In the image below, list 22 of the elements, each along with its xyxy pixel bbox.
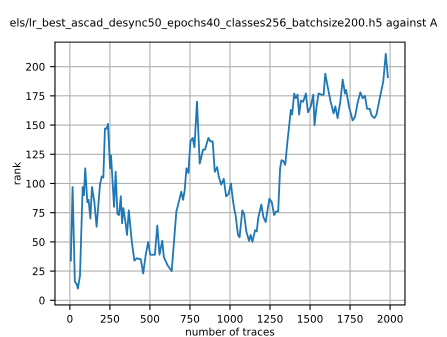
y-tick-label: 150 xyxy=(26,121,45,130)
x-tick-label: 2000 xyxy=(378,314,403,323)
y-tick-label: 200 xyxy=(26,62,45,71)
x-tick-label: 1000 xyxy=(218,314,243,323)
x-tick-label: 1250 xyxy=(258,314,283,323)
y-tick-label: 100 xyxy=(26,180,45,188)
line-series xyxy=(70,52,389,290)
x-tick-label: 250 xyxy=(100,314,120,323)
x-axis-title: number of traces xyxy=(186,328,274,336)
y-tick-label: 75 xyxy=(32,209,44,217)
x-tick-label: 500 xyxy=(140,314,160,323)
y-tick-label: 125 xyxy=(26,150,44,158)
y-tick-label: 50 xyxy=(32,238,45,246)
chart-title: els/lr_best_ascad_desync50_epochs40_classes256_batchsize200.h5 against A xyxy=(10,18,438,30)
y-tick-label: 0 xyxy=(39,296,45,304)
x-tick-label: 1750 xyxy=(338,314,363,323)
y-tick-label: 175 xyxy=(26,92,44,100)
x-tick-label: 1500 xyxy=(298,314,323,323)
x-tick-label: 0 xyxy=(67,314,72,323)
y-axis-title: rank xyxy=(12,162,21,184)
x-tick-label: 750 xyxy=(180,314,200,323)
y-tick-label: 25 xyxy=(32,267,44,276)
